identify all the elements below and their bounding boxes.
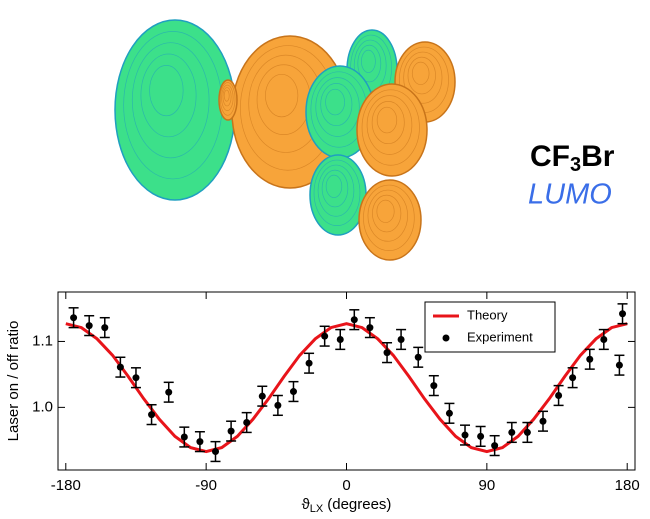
orbital-contour — [131, 42, 210, 159]
data-point — [70, 314, 78, 322]
orbital-contour — [320, 83, 353, 127]
data-point — [243, 419, 251, 427]
data-point — [430, 382, 438, 390]
data-point — [336, 335, 344, 343]
orbital-contour — [367, 189, 408, 242]
orbital-contour — [219, 82, 236, 116]
orbital-contour — [321, 169, 349, 208]
data-point — [555, 392, 563, 400]
orbital-contour — [313, 159, 361, 226]
orbital-contour — [357, 44, 382, 83]
legend-box — [424, 301, 556, 353]
theory-line — [65, 322, 628, 454]
orbital-contour — [222, 87, 232, 107]
x-tick-label: -180 — [51, 477, 81, 494]
orbital-contour — [317, 164, 355, 217]
data-point — [397, 335, 405, 343]
orbital-contour — [411, 61, 430, 85]
data-point — [523, 428, 531, 436]
orbital-contour — [361, 49, 376, 73]
data-point — [212, 448, 220, 456]
data-point — [350, 316, 358, 324]
x-tick-label: -90 — [195, 477, 217, 494]
orbital-contour — [265, 73, 299, 118]
data-point — [619, 310, 627, 318]
orbital-contour — [366, 95, 413, 155]
orbital-lobe — [218, 79, 238, 121]
legend-label: Experiment — [467, 329, 533, 344]
data-point — [477, 432, 485, 440]
y-axis-label: Laser on / off ratio — [5, 321, 22, 442]
chart: -180 -90 0 90 180 1.0 1.1 ϑLX (degrees) Laser on … — [5, 291, 640, 515]
data-point — [569, 374, 577, 382]
data-point — [321, 332, 329, 340]
orbital-illustration — [114, 19, 456, 261]
orbital-contour — [325, 174, 343, 198]
data-point — [383, 349, 391, 357]
data-point — [227, 427, 235, 435]
orbital-contour — [223, 89, 230, 102]
data-point — [289, 388, 297, 396]
data-point — [508, 428, 516, 436]
orbital-contour — [315, 77, 360, 137]
y-tick-label: 1.0 — [32, 398, 53, 415]
orbital-contour — [403, 51, 443, 104]
orbital-contour — [325, 88, 345, 116]
data-point — [366, 324, 374, 332]
orbital-contour — [363, 184, 415, 251]
legend-label: Theory — [467, 307, 508, 322]
orbital-contour — [376, 199, 395, 223]
formula-part: CF — [530, 140, 570, 173]
data-point — [586, 355, 594, 363]
orbital-contour — [221, 84, 234, 111]
data-point — [196, 438, 204, 446]
x-label-symbol: ϑ — [302, 496, 311, 513]
x-label-text: (degrees) — [327, 496, 391, 513]
x-tick-label: 0 — [342, 477, 350, 494]
orbital-contour — [371, 101, 405, 145]
orbital-contour — [149, 65, 184, 117]
y-tick-label: 1.1 — [32, 332, 53, 349]
orbital-lobe — [358, 179, 422, 261]
data-point — [491, 442, 499, 450]
orbital-contour — [376, 106, 398, 134]
orbital-contour — [372, 194, 402, 233]
data-point — [615, 361, 623, 369]
data-point — [274, 401, 282, 409]
orbital-label: LUMO — [528, 179, 612, 211]
data-point — [148, 411, 156, 419]
data-point — [85, 322, 93, 330]
orbital-contour — [361, 89, 420, 166]
x-label-subscript: LX — [310, 503, 324, 515]
x-tick-label: 90 — [479, 477, 496, 494]
orbital-contour — [407, 56, 436, 95]
data-point — [461, 431, 469, 439]
orbital-contour — [140, 53, 197, 138]
formula-subscript: 3 — [570, 154, 581, 176]
data-point — [180, 433, 188, 441]
data-point — [305, 359, 313, 367]
data-point — [600, 335, 608, 343]
data-point — [101, 324, 109, 332]
data-point — [258, 392, 266, 400]
x-tick-label: 180 — [615, 477, 640, 494]
data-point — [132, 374, 140, 382]
data-point — [165, 388, 173, 396]
orbital-lobe — [356, 83, 428, 177]
data-point — [116, 363, 124, 371]
formula-part: Br — [581, 140, 615, 173]
x-axis-label: ϑLX (degrees) — [302, 496, 392, 515]
legend-swatch — [442, 334, 450, 342]
data-point — [445, 409, 453, 417]
molecule-formula: CF3Br — [530, 140, 615, 176]
data-point — [414, 353, 422, 361]
data-point — [539, 417, 547, 425]
